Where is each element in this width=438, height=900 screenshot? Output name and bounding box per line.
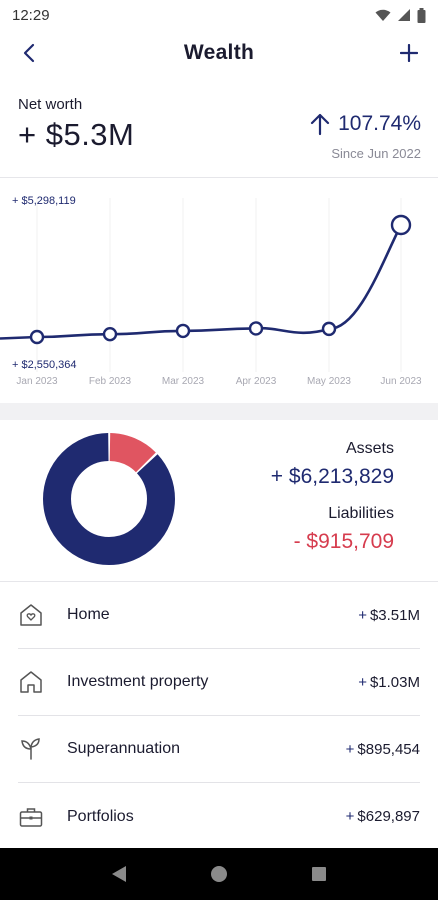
chart-point[interactable] <box>321 321 337 337</box>
chart-min-label: + $2,550,364 <box>12 359 77 371</box>
chart-series-line <box>0 224 403 340</box>
divider <box>0 177 438 178</box>
chart-x-tick-label: Jun 2023 <box>380 376 422 387</box>
arrow-up-icon <box>310 113 330 136</box>
list-item-value: + $895,454 <box>345 740 420 758</box>
assets-value: + $6,213,829 <box>270 465 394 488</box>
chart-points <box>29 214 412 345</box>
page-title: Wealth <box>183 41 255 64</box>
battery-icon <box>417 7 426 23</box>
back-triangle-icon[interactable] <box>111 865 127 883</box>
net-worth-chart[interactable]: + $5,298,119 + $2,550,364 Jan 2023 Feb 20… <box>0 180 438 402</box>
chart-point[interactable] <box>390 214 412 236</box>
since-label: Since Jun 2022 <box>331 146 421 161</box>
list-item-home[interactable]: Home + $3.51M <box>18 582 420 649</box>
assets-liabilities-section: Assets + $6,213,829 Liabilities - $915,7… <box>0 420 438 580</box>
chart-x-tick-label: Jan 2023 <box>16 376 58 387</box>
system-nav-bar <box>0 848 438 900</box>
net-worth-change: 107.74% <box>310 112 421 136</box>
assets-block: Assets + $6,213,829 <box>271 440 394 489</box>
list-item-value: + $629,897 <box>345 808 420 825</box>
home-heart-icon <box>18 603 52 627</box>
add-button[interactable] <box>394 38 424 68</box>
chart-point[interactable] <box>248 321 264 336</box>
list-item-label: Portfolios <box>67 807 134 825</box>
net-worth-summary: Net worth + $5.3M 107.74% Since Jun 2022 <box>0 96 438 176</box>
sprout-icon <box>18 737 52 761</box>
back-button[interactable] <box>14 38 44 68</box>
chart-point[interactable] <box>175 323 191 339</box>
status-icons <box>375 7 426 23</box>
status-time: 12:29 <box>12 6 50 24</box>
list-item-label: Investment property <box>67 673 209 690</box>
chevron-left-icon <box>23 43 35 63</box>
list-item-superannuation[interactable]: Superannuation + $895,454 <box>18 716 420 783</box>
house-icon <box>18 670 52 694</box>
net-worth-label: Net worth <box>18 96 83 113</box>
list-item-label: Superannuation <box>67 740 180 757</box>
assets-label: Assets <box>345 440 394 457</box>
list-item-value: + $3.51M <box>358 606 420 624</box>
chart-point[interactable] <box>102 326 118 342</box>
liabilities-label: Liabilities <box>328 505 394 522</box>
chart-max-label: + $5,298,119 <box>12 195 76 207</box>
net-worth-value: + $5.3M <box>18 117 135 152</box>
status-bar: 12:29 <box>0 0 438 30</box>
chart-grid <box>36 198 402 372</box>
app-bar: Wealth <box>0 30 438 76</box>
recents-square-icon[interactable] <box>311 866 327 882</box>
wifi-icon <box>375 9 391 21</box>
chart-x-tick-label: Apr 2023 <box>236 376 277 387</box>
list-item-portfolios[interactable]: Portfolios + $629,897 <box>18 783 420 850</box>
home-circle-icon[interactable] <box>210 865 228 883</box>
divider <box>0 581 438 582</box>
wealth-category-list: Home + $3.51M Investment property + $1.03M… <box>18 582 420 850</box>
chart-x-tick-label: Feb 2023 <box>89 376 132 387</box>
list-item-value: + $1.03M <box>358 673 420 691</box>
chart-x-tick-label: Mar 2023 <box>162 376 205 387</box>
change-percent: 107.74% <box>338 112 421 135</box>
signal-icon <box>398 9 410 21</box>
briefcase-icon <box>18 805 52 829</box>
liabilities-block: Liabilities - $915,709 <box>294 505 394 554</box>
liabilities-value: - $915,709 <box>293 530 394 553</box>
section-separator <box>0 403 438 420</box>
chart-x-labels: Jan 2023 Feb 2023 Mar 2023 Apr 2023 May 2023… <box>16 376 422 387</box>
chart-point[interactable] <box>29 329 45 345</box>
list-item-label: Home <box>67 606 110 623</box>
chart-x-tick-label: May 2023 <box>307 376 351 387</box>
assets-liabilities-donut[interactable] <box>38 428 180 570</box>
plus-icon <box>399 44 418 62</box>
list-item-investment-property[interactable]: Investment property + $1.03M <box>18 649 420 716</box>
donut-assets-segment[interactable] <box>43 433 175 565</box>
